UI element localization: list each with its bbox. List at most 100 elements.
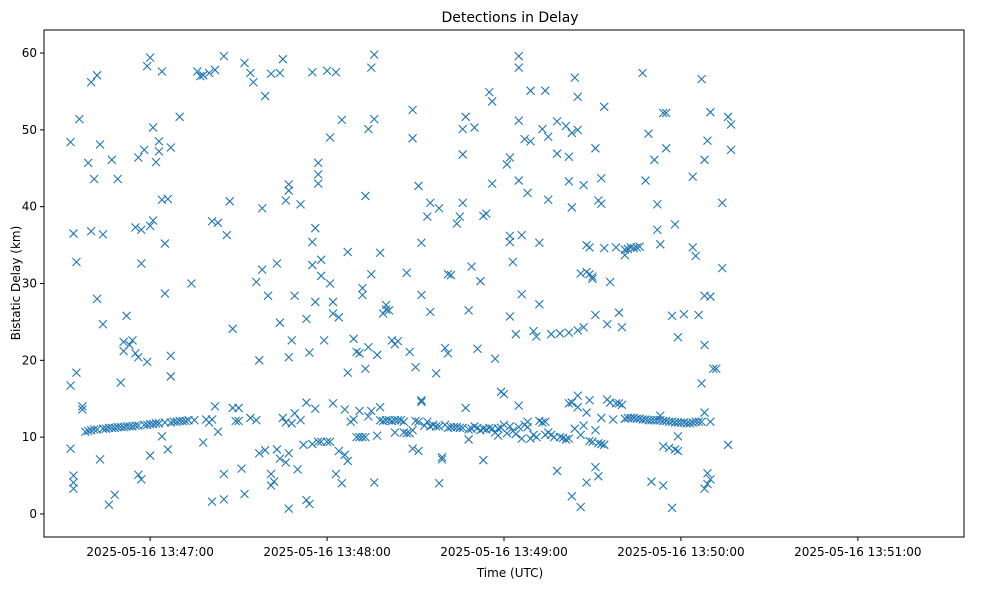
data-point (302, 314, 311, 324)
data-point (408, 133, 417, 143)
data-point (366, 269, 376, 279)
data-point (505, 153, 515, 162)
data-point (573, 125, 583, 135)
data-point (417, 395, 426, 405)
data-point (299, 440, 308, 450)
data-point (145, 53, 155, 63)
data-point (585, 395, 594, 405)
data-point (237, 464, 246, 474)
data-point (375, 402, 385, 412)
data-point (372, 350, 382, 360)
data-point (670, 219, 680, 229)
data-point (493, 424, 503, 434)
data-point (499, 389, 509, 399)
data-point (281, 196, 291, 205)
data-point (331, 67, 341, 77)
data-point (207, 497, 217, 507)
data-point (207, 216, 217, 226)
data-point (700, 484, 709, 493)
data-point (131, 349, 140, 358)
data-point (160, 239, 170, 248)
data-point (163, 194, 173, 204)
data-point (532, 432, 541, 442)
data-point (240, 489, 249, 499)
data-point (632, 243, 642, 252)
data-point (585, 243, 594, 252)
data-point (284, 352, 294, 362)
data-point (69, 478, 78, 487)
data-point (706, 107, 715, 117)
y-tick-label: 10 (22, 430, 37, 444)
data-point (136, 259, 146, 268)
data-point (72, 257, 81, 267)
data-point (697, 74, 706, 84)
data-point (266, 481, 276, 490)
data-point (414, 181, 423, 191)
data-point (629, 243, 639, 253)
data-point (484, 423, 494, 433)
data-point (343, 247, 353, 257)
data-point (269, 477, 279, 487)
data-point (523, 422, 532, 432)
data-point (89, 425, 99, 434)
data-point (366, 406, 376, 416)
data-point (514, 51, 524, 61)
data-point (142, 357, 152, 367)
data-point (461, 112, 471, 122)
data-point (620, 250, 630, 260)
data-point (378, 309, 388, 318)
data-point (564, 176, 574, 186)
data-point (260, 445, 270, 455)
data-point (390, 428, 400, 437)
data-point (567, 203, 577, 212)
data-point (464, 435, 474, 444)
data-point (526, 86, 535, 96)
data-point (688, 172, 698, 182)
data-point (470, 421, 479, 431)
data-point (296, 199, 305, 209)
data-point (599, 102, 609, 112)
data-point (591, 462, 600, 472)
data-point (325, 437, 335, 447)
data-point (133, 470, 143, 480)
data-point (145, 221, 155, 231)
data-point (514, 63, 524, 73)
data-point (644, 129, 653, 139)
data-point (417, 290, 426, 300)
data-point (260, 91, 270, 101)
data-point (585, 436, 594, 446)
data-point (198, 70, 208, 80)
data-point (166, 351, 176, 361)
data-point (685, 418, 695, 428)
x-tick-label: 2025-05-16 13:49:00 (440, 545, 567, 559)
data-point (213, 218, 223, 228)
data-point (358, 290, 367, 300)
data-point (337, 115, 347, 125)
data-point (588, 272, 597, 281)
data-point (443, 269, 453, 279)
data-point (287, 335, 297, 345)
data-point (576, 430, 586, 440)
data-point (290, 408, 300, 418)
data-point (328, 398, 338, 408)
data-point (248, 77, 258, 87)
data-point (726, 120, 736, 129)
data-point (617, 322, 627, 332)
data-point (670, 445, 680, 454)
data-point (251, 277, 261, 287)
data-point (355, 349, 364, 358)
data-point (331, 469, 341, 479)
data-point (266, 69, 276, 79)
data-point (337, 478, 347, 488)
data-point (711, 364, 721, 374)
data-point (411, 362, 420, 372)
data-point (664, 443, 674, 453)
data-point (652, 199, 662, 209)
data-point (579, 322, 589, 332)
data-point (638, 68, 647, 78)
data-point (608, 415, 618, 424)
data-point (89, 174, 99, 184)
data-point (210, 402, 220, 411)
data-point (98, 319, 108, 329)
data-point (369, 114, 379, 124)
